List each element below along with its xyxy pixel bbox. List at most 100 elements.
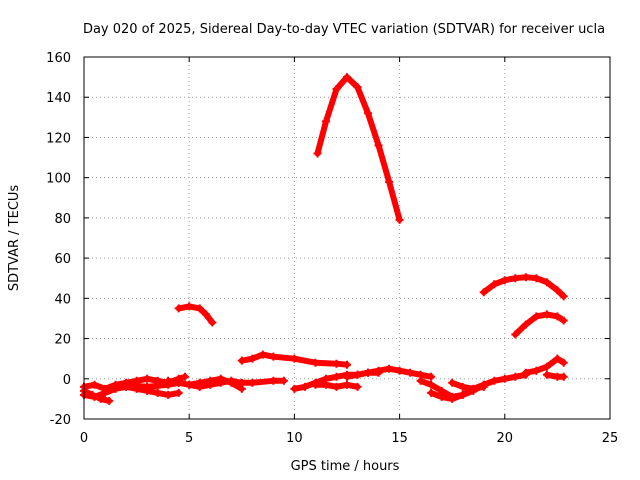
data-point (143, 374, 152, 383)
data-point (143, 382, 152, 391)
y-tick-label: 160 (46, 51, 71, 66)
x-tick-label: 25 (602, 431, 619, 446)
data-point (269, 376, 278, 385)
data-point (448, 394, 457, 403)
data-series (80, 73, 568, 405)
series-baseline-3 (81, 387, 113, 404)
data-point (542, 278, 551, 287)
series-baseline-6 (165, 377, 287, 390)
data-point (542, 310, 551, 319)
x-tick-label: 15 (391, 431, 408, 446)
data-point (208, 318, 217, 327)
data-point (321, 117, 330, 126)
data-point (416, 376, 425, 385)
x-tick-label: 10 (286, 431, 303, 446)
data-point (479, 382, 488, 391)
data-point (458, 382, 467, 391)
data-point (101, 388, 110, 397)
data-point (532, 366, 541, 375)
data-point (458, 390, 467, 399)
data-point (343, 372, 351, 381)
data-point (427, 372, 436, 381)
data-point (511, 372, 520, 381)
data-point (521, 368, 530, 377)
data-point (313, 149, 322, 158)
data-point (227, 376, 236, 385)
data-point (385, 177, 394, 186)
x-tick-label: 5 (185, 431, 193, 446)
data-point (553, 312, 562, 321)
data-point (395, 215, 404, 224)
axis-ticks: 0 5 10 15 20 25 -20 0 20 40 60 80 100 120 140 160 (46, 51, 618, 446)
grid-lines (84, 57, 610, 419)
data-point (559, 358, 568, 367)
x-tick-label: 20 (497, 431, 514, 446)
plot-frame (83, 56, 611, 420)
data-point (364, 109, 373, 118)
data-point (353, 370, 362, 379)
chart-title: Day 020 of 2025, Sidereal Day-to-day VTE… (83, 22, 605, 37)
data-point (122, 380, 131, 389)
data-point (469, 384, 478, 393)
data-point (180, 372, 189, 381)
data-point (248, 378, 257, 387)
data-point (490, 280, 499, 289)
y-axis-label: SDTVAR / TECUs (7, 185, 22, 292)
data-point (105, 396, 114, 405)
data-point (559, 372, 568, 381)
data-point (521, 273, 530, 282)
series-arc-high (314, 74, 403, 223)
data-point (559, 316, 568, 325)
data-point (448, 378, 457, 387)
y-tick-label: 140 (46, 91, 71, 106)
data-point (185, 302, 194, 311)
x-tick-label: 0 (80, 431, 88, 446)
data-point (153, 388, 162, 397)
data-point (216, 378, 225, 387)
data-point (111, 384, 120, 393)
data-point (195, 382, 204, 391)
data-point (237, 378, 246, 387)
data-point (511, 330, 520, 339)
y-tick-label: 0 (63, 373, 71, 388)
data-point (174, 304, 183, 313)
data-point (258, 350, 267, 359)
data-point (521, 320, 530, 329)
data-point (290, 354, 299, 363)
data-point (300, 382, 309, 391)
data-point (311, 380, 320, 389)
data-point (364, 368, 373, 377)
y-tick-label: 100 (46, 172, 71, 187)
data-point (202, 310, 211, 319)
x-axis-label: GPS time / hours (291, 459, 400, 474)
data-point (132, 381, 141, 390)
data-point (237, 356, 246, 365)
data-point (174, 378, 183, 387)
data-point (479, 288, 488, 297)
data-point (248, 354, 257, 363)
data-point (90, 380, 99, 389)
data-point (269, 352, 278, 361)
y-tick-label: 80 (54, 212, 71, 227)
data-point (532, 274, 541, 283)
data-point (353, 382, 362, 391)
data-point (332, 382, 341, 391)
data-point (343, 360, 351, 369)
data-point (427, 380, 436, 389)
y-tick-label: 60 (54, 252, 71, 267)
data-point (153, 381, 162, 390)
data-point (290, 384, 299, 393)
data-point (343, 380, 351, 389)
y-tick-label: -20 (50, 413, 71, 428)
data-point (332, 359, 341, 368)
data-point (511, 274, 520, 283)
data-point (427, 388, 436, 397)
data-point (185, 380, 194, 389)
data-point (332, 85, 341, 94)
data-point (343, 73, 351, 82)
series-baseline-12 (449, 379, 487, 392)
data-point (311, 358, 320, 367)
data-point (553, 354, 562, 363)
data-point (500, 374, 509, 383)
